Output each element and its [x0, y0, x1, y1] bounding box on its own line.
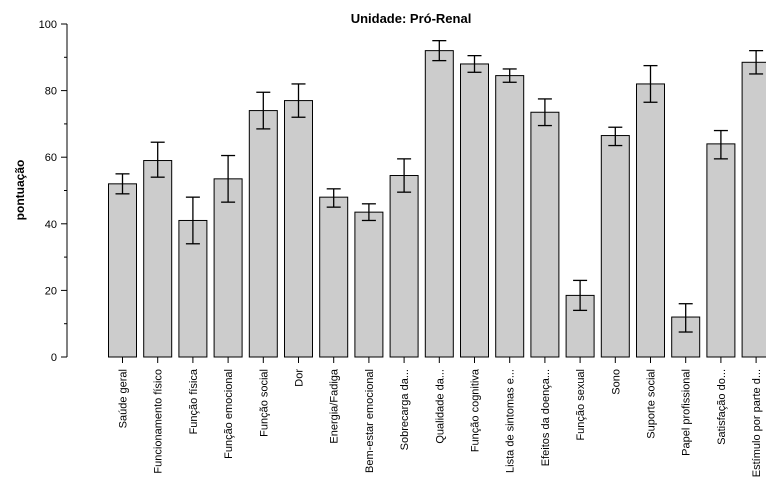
bar: [213, 178, 243, 358]
bar: [636, 83, 665, 358]
category-label: Energia/Fadiga: [329, 368, 341, 443]
category-label: Função sexual: [575, 369, 587, 441]
category-label: Sono: [610, 369, 622, 395]
category-label: Função emocional: [223, 369, 235, 459]
chart-title: Unidade: Pró-Renal: [351, 11, 472, 26]
bar: [530, 111, 560, 358]
category-label: Função social: [258, 369, 270, 437]
category-label: Bem-estar emocional: [364, 369, 376, 473]
category-label: Estímulo por parte d...: [751, 369, 763, 477]
category-labels: Saúde geral Funcionamento físico Função fí…: [118, 368, 764, 477]
y-tick-label: 60: [45, 152, 57, 164]
category-label: Efeitos da doença...: [540, 369, 552, 466]
bar: [248, 110, 278, 358]
bar: [319, 196, 349, 358]
bar: [600, 135, 630, 358]
bar: [741, 61, 766, 358]
bar: [284, 100, 313, 358]
y-tick-label: 80: [45, 86, 57, 98]
y-axis-label: pontuação: [13, 160, 27, 221]
category-label: Sobrecarga da...: [399, 369, 411, 450]
y-tick-label: 40: [45, 219, 57, 231]
y-axis-ticks: 0 20 40 60 80 100: [39, 19, 67, 364]
bars-group: [108, 40, 766, 363]
y-tick-label: 100: [39, 19, 57, 31]
category-label: Função física: [188, 368, 200, 434]
bar: [706, 143, 736, 358]
category-label: Lista de sintomas e...: [505, 369, 517, 473]
y-tick-label: 20: [45, 285, 57, 297]
bar: [108, 183, 137, 358]
category-label: Funcionamento físico: [153, 369, 165, 474]
bar: [460, 63, 489, 358]
bar: [424, 50, 454, 358]
category-label: Dor: [294, 369, 306, 387]
category-label: Suporte social: [646, 369, 658, 439]
category-label: Saúde geral: [118, 369, 130, 428]
category-label: Qualidade da...: [434, 369, 446, 444]
category-label: Função cognitiva: [470, 368, 482, 452]
category-label: Papel profissional: [681, 369, 693, 456]
bar: [354, 211, 384, 358]
category-label: Satisfação do...: [716, 369, 728, 445]
y-tick-label: 0: [51, 352, 57, 364]
bar: [495, 75, 525, 358]
bar: [389, 175, 419, 358]
bar: [143, 160, 173, 358]
